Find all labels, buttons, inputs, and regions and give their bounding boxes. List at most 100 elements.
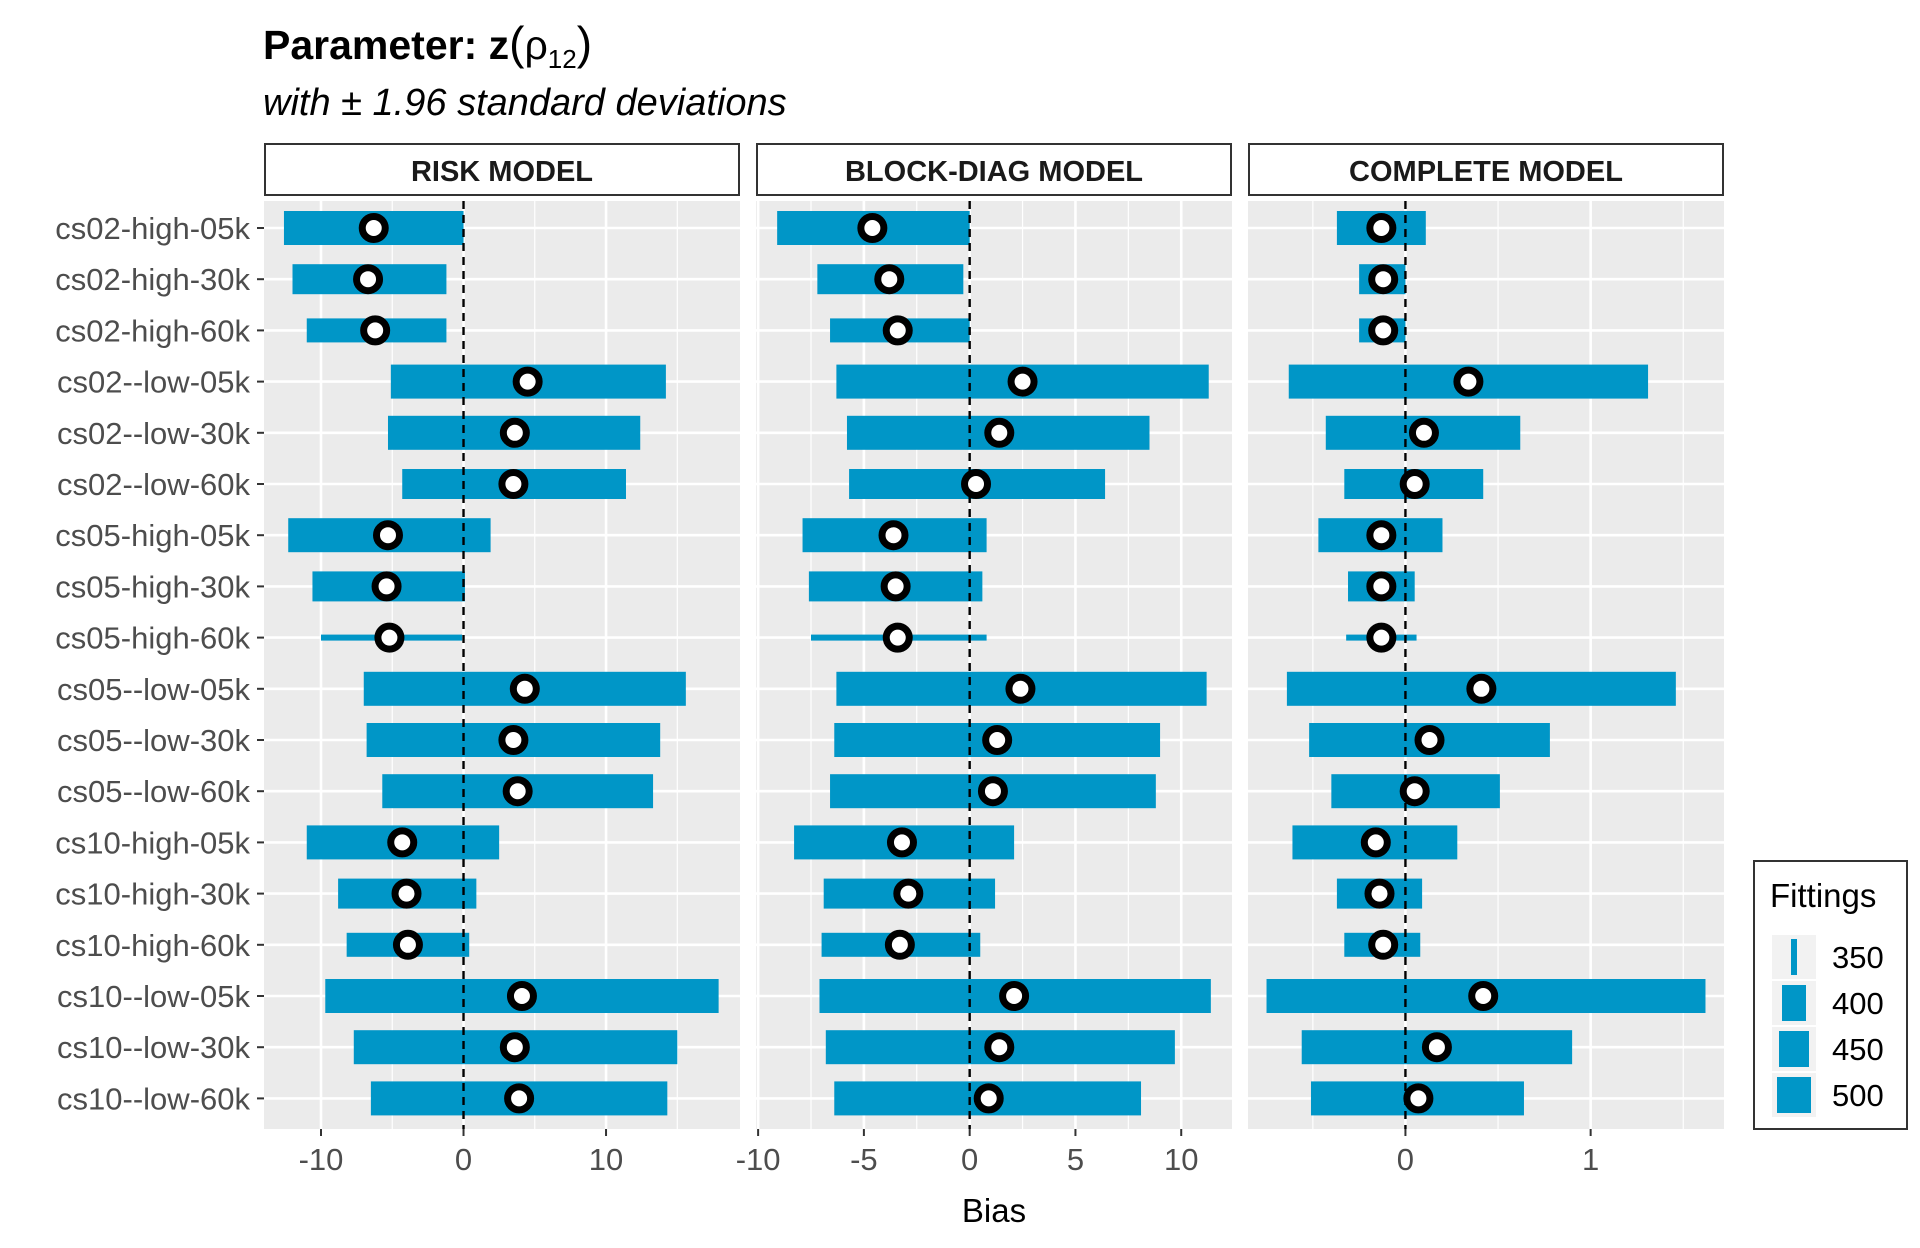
point-estimate <box>982 725 1013 755</box>
y-tick-label: cs02-high-30k <box>55 262 250 297</box>
legend-label: 500 <box>1832 1078 1884 1113</box>
legend-key-bar <box>1779 1031 1809 1067</box>
point-estimate <box>857 213 888 243</box>
legend-title: Fittings <box>1770 877 1876 914</box>
legend-key-bar <box>1791 939 1797 975</box>
y-tick-label: cs05-high-60k <box>55 621 250 656</box>
y-tick-label: cs02-high-05k <box>55 211 250 246</box>
point-estimate <box>882 622 913 653</box>
point-estimate <box>499 417 530 448</box>
point-estimate <box>977 776 1008 807</box>
x-tick-label: 10 <box>1164 1142 1198 1177</box>
point-estimate <box>1368 264 1399 295</box>
point-estimate <box>1366 520 1397 551</box>
panel-strip <box>1248 143 1724 196</box>
x-tick-label: 5 <box>1067 1142 1084 1177</box>
point-estimate <box>961 469 992 499</box>
point-estimate <box>874 264 905 295</box>
point-estimate <box>1360 827 1391 858</box>
point-estimate <box>1366 622 1397 653</box>
x-tick-label: 0 <box>1397 1142 1414 1177</box>
point-estimate <box>371 571 402 602</box>
y-tick-label: cs02--low-60k <box>57 467 250 502</box>
point-estimate <box>973 1083 1004 1114</box>
point-estimate <box>360 315 391 346</box>
point-estimate <box>358 213 389 243</box>
y-tick-label: cs05-high-05k <box>55 518 250 553</box>
point-estimate <box>374 622 405 653</box>
x-tick-label: 0 <box>455 1142 472 1177</box>
legend-label: 400 <box>1832 986 1884 1021</box>
panel-background <box>756 201 1232 1129</box>
point-estimate <box>353 264 384 295</box>
x-tick-label: -10 <box>299 1142 344 1177</box>
point-estimate <box>502 776 533 807</box>
y-tick-label: cs10-high-60k <box>55 928 250 963</box>
x-tick-label: -10 <box>736 1142 781 1177</box>
y-tick-label: cs10--low-30k <box>57 1030 250 1065</box>
legend-key-bar <box>1782 985 1806 1021</box>
y-tick-label: cs05-high-30k <box>55 569 250 604</box>
point-estimate <box>1399 776 1430 807</box>
y-tick-label: cs10-high-30k <box>55 877 250 912</box>
point-estimate <box>509 673 540 704</box>
point-estimate <box>1399 469 1430 499</box>
point-estimate <box>1414 725 1445 755</box>
point-estimate <box>1005 673 1036 704</box>
x-tick-label: 0 <box>961 1142 978 1177</box>
point-estimate <box>1403 1083 1434 1114</box>
y-tick-label: cs02-high-60k <box>55 313 250 348</box>
x-axis-title: Bias <box>962 1192 1026 1229</box>
point-estimate <box>498 725 529 755</box>
point-estimate <box>387 827 418 858</box>
point-estimate <box>1468 981 1499 1011</box>
legend-key-bar <box>1777 1077 1811 1113</box>
y-tick-label: cs10--low-60k <box>57 1081 250 1116</box>
panel-background <box>1248 201 1724 1129</box>
point-estimate <box>893 878 924 909</box>
point-estimate <box>884 929 915 960</box>
point-estimate <box>391 878 422 909</box>
point-estimate <box>1466 673 1497 704</box>
panel-strip <box>264 143 740 196</box>
y-tick-label: cs10--low-05k <box>57 979 250 1014</box>
panel-strip <box>756 143 1232 196</box>
point-estimate <box>1368 315 1399 346</box>
point-estimate <box>984 1032 1015 1063</box>
point-estimate <box>1421 1032 1452 1063</box>
y-tick-label: cs05--low-60k <box>57 774 250 809</box>
chart-subtitle: with ± 1.96 standard deviations <box>263 82 787 124</box>
x-tick-label: 1 <box>1582 1142 1599 1177</box>
point-estimate <box>1453 366 1484 397</box>
point-estimate <box>882 315 913 346</box>
point-estimate <box>504 1083 535 1114</box>
point-estimate <box>499 1032 530 1063</box>
chart-title: Parameter: z(ρ12) <box>263 17 593 75</box>
legend-label: 450 <box>1832 1032 1884 1067</box>
point-estimate <box>886 827 917 858</box>
point-estimate <box>1007 366 1038 397</box>
x-tick-label: -5 <box>850 1142 878 1177</box>
y-tick-label: cs10-high-05k <box>55 825 250 860</box>
panel-strip-label: BLOCK-DIAG MODEL <box>845 156 1143 188</box>
point-estimate <box>498 469 529 499</box>
panel-strip-label: COMPLETE MODEL <box>1349 156 1623 188</box>
y-tick-label: cs02--low-05k <box>57 365 250 400</box>
panel-background <box>264 201 740 1129</box>
legend-label: 350 <box>1832 940 1884 975</box>
point-estimate <box>1366 571 1397 602</box>
point-estimate <box>878 520 909 551</box>
point-estimate <box>512 366 543 397</box>
point-estimate <box>506 981 537 1011</box>
point-estimate <box>984 417 1015 448</box>
y-tick-label: cs05--low-05k <box>57 672 250 707</box>
point-estimate <box>1408 417 1439 448</box>
point-estimate <box>999 981 1030 1011</box>
point-estimate <box>392 929 423 960</box>
panel-strip-label: RISK MODEL <box>411 156 593 188</box>
point-estimate <box>1368 929 1399 960</box>
point-estimate <box>1366 213 1397 243</box>
x-tick-label: 10 <box>589 1142 623 1177</box>
y-tick-label: cs05--low-30k <box>57 723 250 758</box>
